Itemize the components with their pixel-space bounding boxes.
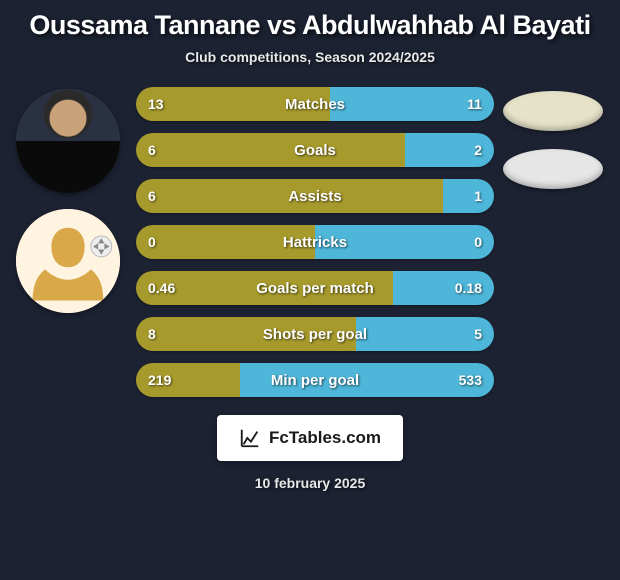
club-badges — [494, 83, 612, 189]
brand-text: FcTables.com — [269, 428, 381, 448]
stat-player2-segment: 1 — [443, 179, 494, 213]
stat-player2-value: 1 — [474, 188, 482, 204]
stat-row: 85Shots per goal — [136, 317, 494, 351]
stat-player1-segment: 6 — [136, 179, 443, 213]
stat-row: 00Hattricks — [136, 225, 494, 259]
footer: FcTables.com 10 february 2025 — [0, 415, 620, 491]
stat-player2-segment: 5 — [356, 317, 494, 351]
stat-player2-segment: 533 — [240, 363, 494, 397]
player2-club-badge — [503, 149, 603, 189]
stat-player2-segment: 0 — [315, 225, 494, 259]
stat-player1-value: 6 — [148, 188, 156, 204]
stat-player1-value: 8 — [148, 326, 156, 342]
comparison-area: 1311Matches62Goals61Assists00Hattricks0.… — [0, 83, 620, 397]
stat-player1-segment: 0.46 — [136, 271, 393, 305]
stat-player2-value: 11 — [467, 96, 482, 112]
player-avatars — [8, 83, 128, 313]
player2-avatar — [16, 209, 120, 313]
stat-row: 1311Matches — [136, 87, 494, 121]
stat-player2-value: 2 — [474, 142, 482, 158]
player1-avatar — [16, 89, 120, 193]
date-text: 10 february 2025 — [255, 475, 366, 491]
stat-row: 219533Min per goal — [136, 363, 494, 397]
stat-bars: 1311Matches62Goals61Assists00Hattricks0.… — [128, 83, 494, 397]
brand-logo-icon — [239, 427, 261, 449]
stat-player1-value: 13 — [148, 96, 164, 112]
stat-player1-segment: 219 — [136, 363, 240, 397]
page-title: Oussama Tannane vs Abdulwahhab Al Bayati — [0, 0, 620, 45]
stat-player2-value: 0 — [474, 234, 482, 250]
stat-player2-segment: 11 — [330, 87, 494, 121]
stat-row: 62Goals — [136, 133, 494, 167]
stat-player1-segment: 6 — [136, 133, 405, 167]
stat-row: 61Assists — [136, 179, 494, 213]
stat-player1-segment: 0 — [136, 225, 315, 259]
stat-player2-segment: 2 — [405, 133, 495, 167]
stat-player2-value: 533 — [459, 372, 482, 388]
stat-player1-value: 0 — [148, 234, 156, 250]
stat-player1-segment: 8 — [136, 317, 356, 351]
player1-club-badge — [503, 91, 603, 131]
stat-player2-segment: 0.18 — [393, 271, 494, 305]
stat-player2-value: 0.18 — [455, 280, 482, 296]
stat-row: 0.460.18Goals per match — [136, 271, 494, 305]
brand-box: FcTables.com — [217, 415, 403, 461]
placeholder-player-icon — [16, 209, 120, 313]
stat-player1-value: 219 — [148, 372, 171, 388]
page-subtitle: Club competitions, Season 2024/2025 — [0, 45, 620, 83]
stat-player2-value: 5 — [474, 326, 482, 342]
stat-player1-segment: 13 — [136, 87, 330, 121]
stat-player1-value: 6 — [148, 142, 156, 158]
stat-player1-value: 0.46 — [148, 280, 175, 296]
